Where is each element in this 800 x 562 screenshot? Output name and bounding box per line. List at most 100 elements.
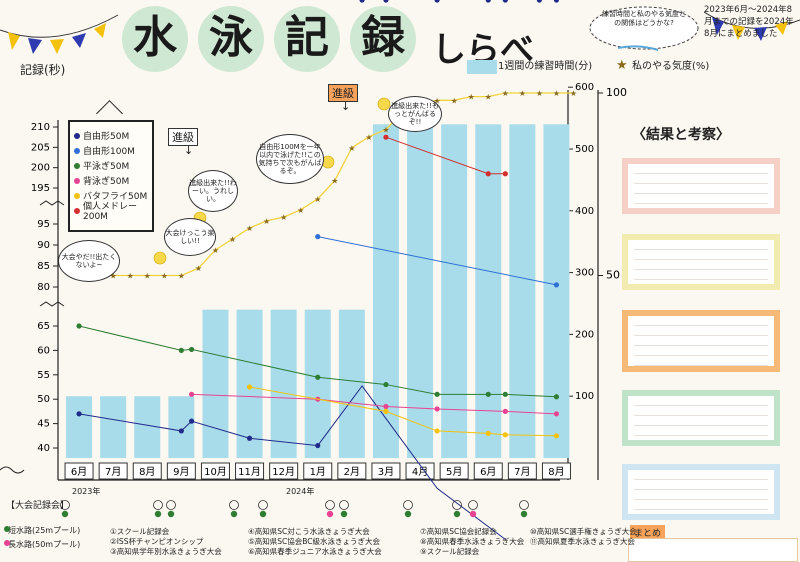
month-label: 5月 [446, 466, 462, 478]
event-item: ⑦高知県SC協会記録会 [420, 527, 497, 536]
month-label: 6月 [480, 466, 496, 478]
month-box [132, 462, 162, 480]
motivation-star: ★ [451, 96, 458, 105]
pool-label-short: 短水路(25mプール) [8, 526, 81, 535]
record-point [502, 432, 508, 438]
month-box [200, 462, 230, 480]
event-marker-pool [167, 510, 175, 518]
hours-bar [372, 124, 399, 458]
legend-label: 背泳ぎ50M [83, 177, 130, 187]
record-point [76, 411, 82, 417]
record-point [178, 347, 184, 353]
motivation-tick-label: 100 [606, 86, 627, 99]
event-marker-circle [403, 500, 413, 510]
record-point [434, 0, 440, 3]
record-point [315, 442, 321, 449]
events-label: 【大会記録会】 [6, 501, 70, 511]
legend-item-back50: 背泳ぎ50M [74, 173, 152, 188]
left-tick-label: 50 [37, 394, 50, 405]
hours-tick-label: 300 [575, 268, 594, 279]
hours-tick-label: 100 [575, 391, 594, 402]
legend-label: 個人メドレー200M [83, 202, 138, 222]
record-point [315, 234, 321, 240]
record-point [188, 418, 195, 424]
left-tick-label: 210 [31, 122, 50, 133]
month-label: 4月 [412, 466, 428, 478]
motivation-tick-label: 50 [606, 269, 620, 282]
hours-bar [100, 396, 127, 458]
face-icon [153, 251, 167, 265]
month-label: 7月 [514, 466, 530, 478]
record-point [383, 134, 389, 140]
left-tick-label: 200 [31, 163, 50, 174]
event-marker-pool [230, 510, 238, 518]
event-marker-pool [154, 510, 162, 518]
summary-box [628, 538, 798, 562]
month-box [64, 462, 94, 480]
record-point [383, 0, 389, 3]
left-tick-label: 55 [37, 370, 50, 381]
record-point [359, 0, 365, 3]
record-point [434, 391, 440, 397]
record-point [178, 428, 184, 434]
left-tick-label: 90 [37, 240, 50, 251]
left-tick-label: 40 [37, 443, 50, 454]
motivation-star: ★ [178, 272, 185, 281]
motivation-star: ★ [161, 272, 168, 281]
month-box [98, 462, 128, 480]
result-card-5 [622, 464, 780, 520]
motivation-star: ★ [468, 93, 475, 102]
result-card-4 [622, 390, 780, 446]
record-point [246, 435, 253, 441]
legend-dot [74, 192, 80, 199]
event-item: ⑪高知県夏季水泳きょうぎ大会 [530, 537, 635, 546]
record-point [485, 430, 491, 436]
event-item: ③高知県学年別水泳きょうぎ大会 [110, 547, 222, 556]
record-point [485, 391, 491, 397]
motivation-star: ★ [314, 195, 321, 204]
event-marker-pool [404, 510, 412, 518]
record-point [383, 381, 389, 388]
cloud-shape [589, 6, 699, 51]
left-tick-label: 60 [37, 345, 50, 356]
motivation-star: ★ [110, 272, 117, 281]
record-point [434, 428, 440, 434]
record-point [553, 0, 560, 3]
legend-dot [74, 147, 80, 154]
month-box [269, 462, 299, 480]
month-label: 9月 [173, 466, 189, 478]
speech-bubble-4: 自由形100Mを一年以内で泳げた!!この気持ちで次もがんばるぞ。 [256, 134, 324, 184]
hours-bar [509, 124, 536, 458]
month-label: 3月 [378, 466, 394, 478]
left-tick-label: 95 [37, 219, 50, 230]
promotion-arrow-1: ↓ [184, 144, 194, 157]
pool-short-swatch [4, 526, 10, 532]
event-marker-circle [258, 500, 268, 510]
legend-label: 自由形100M [83, 147, 135, 157]
motivation-legend-label: 私のやる気度(%) [632, 61, 710, 72]
month-box [303, 462, 333, 480]
legend-item-breast50: 平泳ぎ50M [74, 158, 152, 173]
record-point [485, 171, 491, 177]
record-point [502, 171, 508, 177]
month-label: 7月 [105, 466, 121, 478]
month-box [507, 462, 537, 480]
event-marker-pool [326, 510, 334, 518]
title-circle-2 [198, 6, 264, 72]
cloud-note: 練習時間と私のやる気度との関係はどうかな? [602, 10, 686, 27]
left-tick-label: 205 [31, 142, 50, 153]
hours-tick-label: 400 [575, 206, 594, 217]
title-circle-4 [350, 6, 416, 72]
event-marker-circle [452, 500, 462, 510]
motivation-star: ★ [297, 206, 304, 215]
left-axis-label: 記録(秒) [20, 63, 66, 77]
hours-bar [168, 396, 195, 458]
record-point [553, 282, 560, 288]
legend-dot [74, 207, 80, 214]
record-point [76, 323, 82, 329]
month-box [473, 462, 503, 480]
motivation-star: ★ [144, 272, 151, 281]
title-char-2: 泳 [209, 12, 253, 63]
event-marker-circle [325, 500, 335, 510]
hours-bar [236, 309, 263, 458]
